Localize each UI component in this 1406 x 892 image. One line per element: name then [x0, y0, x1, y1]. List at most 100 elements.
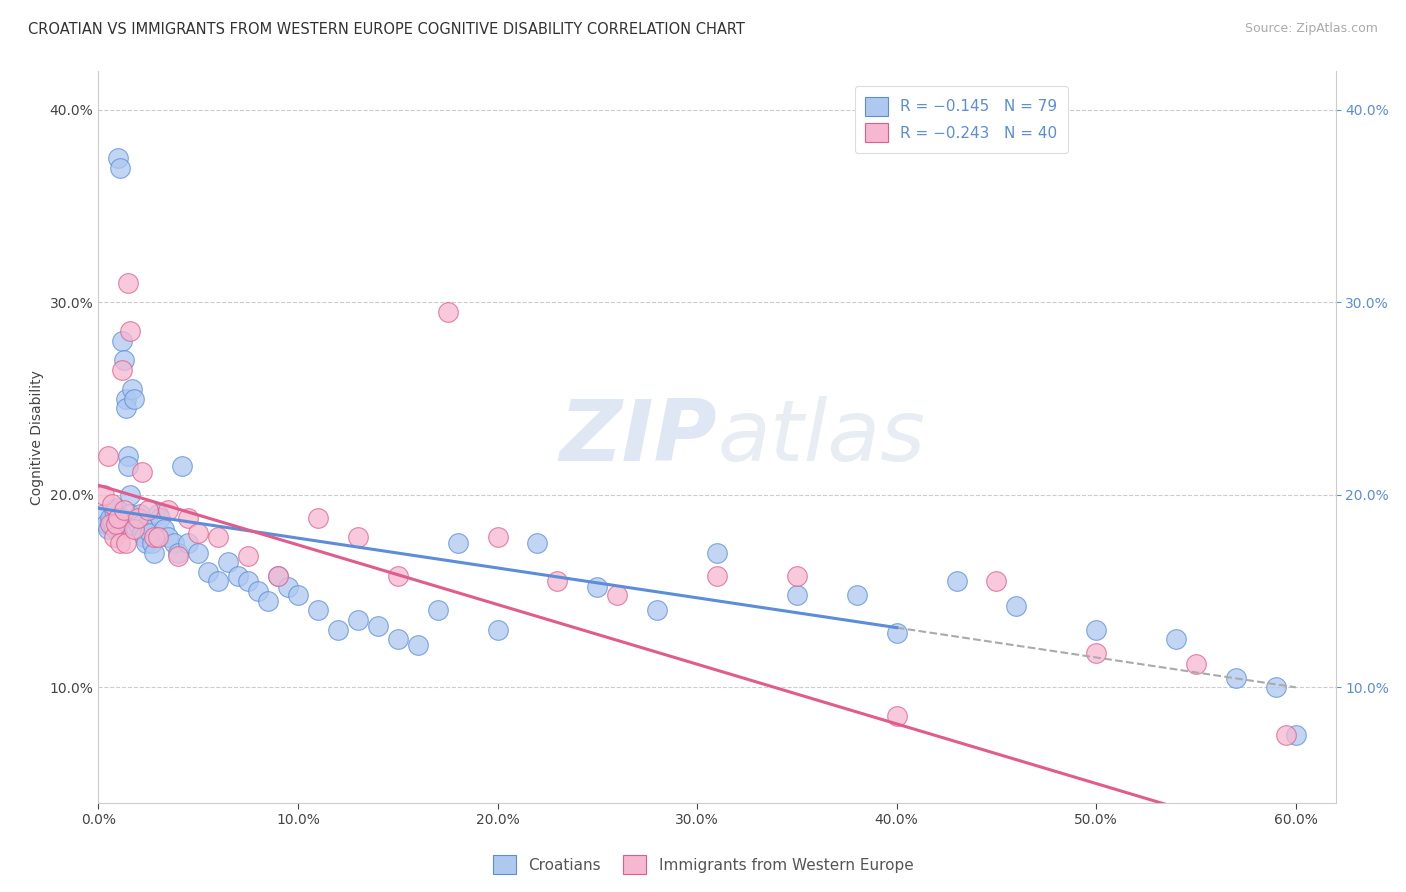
Point — [277, 580, 299, 594]
Point — [136, 503, 159, 517]
Point — [786, 568, 808, 582]
Point — [120, 324, 142, 338]
Point — [706, 545, 728, 559]
Point — [125, 523, 148, 537]
Point — [1085, 623, 1108, 637]
Point — [124, 523, 146, 537]
Point — [546, 574, 568, 589]
Point — [134, 530, 156, 544]
Point — [1185, 657, 1208, 672]
Point — [287, 588, 309, 602]
Point — [326, 623, 349, 637]
Point — [112, 520, 135, 534]
Point — [135, 536, 157, 550]
Point — [236, 574, 259, 589]
Point — [121, 516, 143, 531]
Point — [124, 392, 146, 406]
Point — [120, 488, 142, 502]
Point — [131, 526, 153, 541]
Point — [93, 507, 115, 521]
Point — [1285, 728, 1308, 742]
Point — [1275, 728, 1298, 742]
Point — [347, 530, 370, 544]
Point — [103, 503, 125, 517]
Point — [148, 530, 170, 544]
Point — [101, 498, 124, 512]
Point — [1264, 681, 1286, 695]
Text: ZIP: ZIP — [560, 395, 717, 479]
Point — [100, 516, 122, 531]
Point — [115, 392, 138, 406]
Point — [131, 516, 153, 531]
Point — [526, 536, 548, 550]
Point — [1225, 671, 1247, 685]
Point — [1085, 646, 1108, 660]
Point — [367, 618, 389, 632]
Point — [177, 511, 200, 525]
Point — [187, 526, 209, 541]
Point — [105, 501, 128, 516]
Point — [446, 536, 468, 550]
Point — [307, 511, 329, 525]
Point — [107, 511, 129, 525]
Point — [257, 593, 280, 607]
Point — [163, 536, 186, 550]
Point — [93, 488, 115, 502]
Point — [426, 603, 449, 617]
Point — [486, 530, 509, 544]
Point — [107, 151, 129, 165]
Point — [110, 161, 132, 175]
Point — [436, 305, 458, 319]
Point — [226, 568, 249, 582]
Point — [112, 353, 135, 368]
Point — [167, 549, 190, 564]
Point — [645, 603, 668, 617]
Point — [157, 503, 180, 517]
Point — [387, 568, 409, 582]
Point — [121, 382, 143, 396]
Point — [172, 458, 194, 473]
Y-axis label: Cognitive Disability: Cognitive Disability — [30, 369, 44, 505]
Point — [115, 536, 138, 550]
Text: Source: ZipAtlas.com: Source: ZipAtlas.com — [1244, 22, 1378, 36]
Point — [945, 574, 967, 589]
Point — [136, 516, 159, 531]
Point — [143, 545, 166, 559]
Point — [129, 507, 152, 521]
Point — [105, 515, 128, 529]
Point — [153, 523, 176, 537]
Point — [141, 536, 163, 550]
Point — [247, 584, 270, 599]
Point — [236, 549, 259, 564]
Point — [139, 526, 162, 541]
Point — [886, 626, 908, 640]
Point — [706, 568, 728, 582]
Point — [267, 568, 290, 582]
Point — [177, 536, 200, 550]
Point — [1164, 632, 1187, 647]
Point — [100, 511, 122, 525]
Point — [103, 520, 125, 534]
Point — [103, 530, 125, 544]
Point — [127, 511, 149, 525]
Point — [606, 588, 628, 602]
Point — [107, 513, 129, 527]
Point — [97, 450, 120, 464]
Point — [986, 574, 1008, 589]
Point — [1005, 599, 1028, 614]
Point — [148, 507, 170, 521]
Point — [217, 555, 239, 569]
Point — [110, 523, 132, 537]
Point — [96, 516, 118, 531]
Point — [187, 545, 209, 559]
Legend: Croatians, Immigrants from Western Europe: Croatians, Immigrants from Western Europ… — [486, 849, 920, 880]
Point — [105, 516, 128, 531]
Point — [110, 536, 132, 550]
Point — [115, 401, 138, 416]
Point — [845, 588, 868, 602]
Point — [120, 507, 142, 521]
Point — [886, 709, 908, 723]
Point — [406, 638, 429, 652]
Point — [786, 588, 808, 602]
Point — [207, 574, 229, 589]
